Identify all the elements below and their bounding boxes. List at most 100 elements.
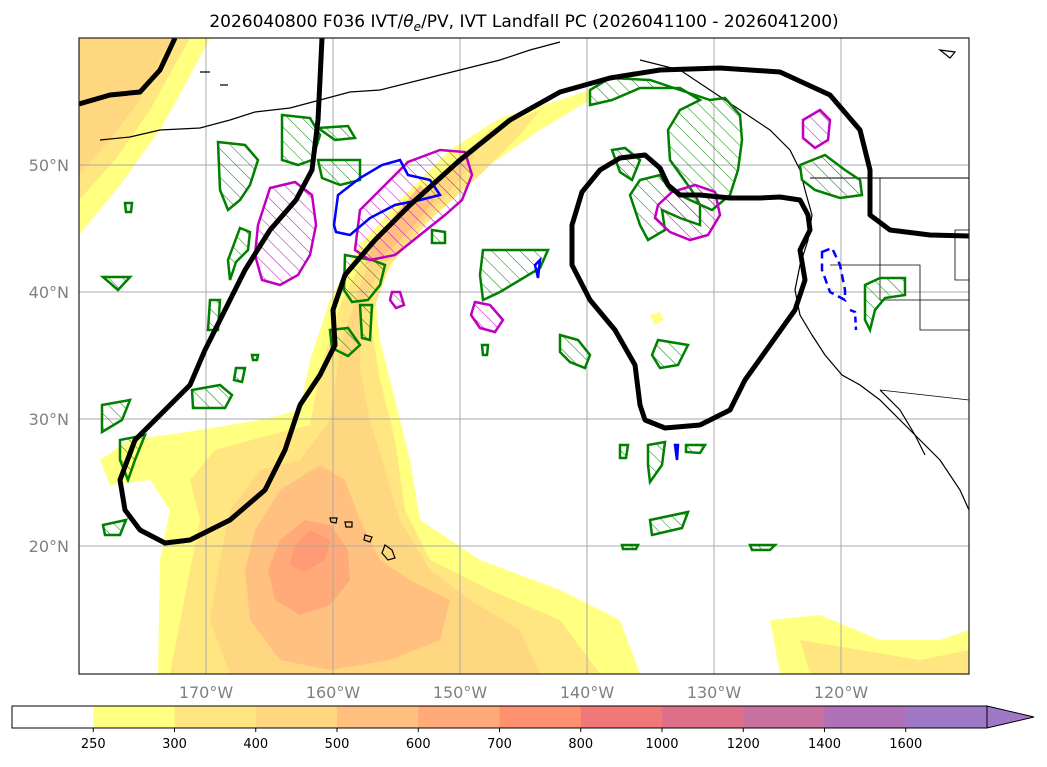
pv-contour-21 [684, 443, 708, 455]
pc-contour [79, 38, 969, 546]
colorbar-tick-label: 1000 [645, 737, 678, 752]
colorbar-tick-label: 1600 [889, 737, 922, 752]
pv-contour-10 [358, 303, 374, 342]
colorbar: 250 300 400 500 600 700 800 1000 1200 1400 1600 [11, 705, 1035, 752]
us-mexico-border [879, 389, 969, 401]
pv-contour-29 [620, 543, 641, 551]
blue-contours [332, 158, 858, 461]
pv-contour-9 [328, 326, 362, 358]
pv-contour-3 [314, 124, 358, 142]
colorbar-tick-label: 600 [406, 737, 431, 752]
colorbar-tick-label: 700 [487, 737, 512, 752]
bc-coast [794, 189, 969, 511]
aleutian-coast [99, 99, 321, 141]
ivt-ar-700 [290, 530, 330, 572]
theta-contour-3 [469, 300, 505, 334]
pv-contour-32 [250, 353, 260, 362]
lon-label-170w: 170°W [179, 683, 234, 702]
pv-contour-20 [646, 440, 667, 486]
theta-contour-1 [253, 180, 318, 287]
colorbar-tick-label: 500 [325, 737, 350, 752]
hawaii-island [381, 544, 396, 561]
colorbar-segment [418, 706, 500, 728]
blue-contour-1 [332, 158, 443, 237]
pc-contour-west [79, 38, 178, 107]
ivt-east-300 [800, 640, 969, 674]
pv-contour-13 [190, 383, 234, 410]
lon-label-120w: 120°W [814, 683, 869, 702]
alaska-south-coast [639, 59, 806, 191]
colorbar-segment [499, 706, 582, 728]
baja-coast [879, 389, 926, 456]
colorbar-segment [12, 706, 94, 728]
lat-label-30n: 30°N [29, 410, 69, 429]
ivt-small-250 [650, 312, 664, 325]
colorbar-segment [662, 706, 744, 728]
pv-contour-8 [478, 248, 550, 302]
pv-contour-1 [216, 140, 260, 213]
colorbar-segment [824, 706, 907, 728]
pv-contour-17 [101, 518, 129, 537]
colorbar-segment [93, 706, 175, 728]
pv-contour-30 [123, 201, 134, 214]
pv-contour-14 [232, 366, 247, 384]
colorbar-segment [174, 706, 257, 728]
map-frame [78, 37, 970, 675]
colorbar-tick-label: 800 [568, 737, 593, 752]
theta-contour-5 [653, 183, 722, 242]
lon-label-150w: 150°W [433, 683, 488, 702]
lat-label-40n: 40°N [29, 283, 69, 302]
blue-contour-3 [673, 443, 680, 461]
map-area [79, 38, 969, 674]
lat-label-20n: 20°N [29, 537, 69, 556]
colorbar-extend-arrow [986, 705, 1035, 729]
ivt-nw-plume-400 [79, 38, 172, 175]
pv-contour-4 [316, 158, 362, 187]
colorbar-segment [337, 706, 419, 728]
lon-label-160w: 160°W [306, 683, 361, 702]
colorbar-segment [255, 706, 338, 728]
pv-contour-15 [100, 398, 132, 435]
lon-label-140w: 140°W [560, 683, 615, 702]
colorbar-tick-label: 300 [162, 737, 187, 752]
islands-alaska [200, 49, 957, 86]
pv-contour-25 [798, 153, 864, 200]
pv-contour-27 [618, 443, 630, 460]
pc-contour-loop [569, 152, 813, 431]
pv-contour-5 [226, 226, 252, 281]
blue-dashed-1 [820, 246, 847, 303]
hawaii-oahu [344, 521, 353, 528]
us-state-border-3 [954, 229, 969, 281]
hawaii-maui [363, 534, 373, 543]
blue-dashed-2 [849, 308, 858, 331]
colorbar-tick-label: 1400 [808, 737, 841, 752]
pv-contour-31 [480, 343, 490, 357]
lon-labels: 170°W 160°W 150°W 140°W 130°W 120°W [179, 683, 869, 702]
lat-label-50n: 50°N [29, 156, 69, 175]
figure-title: 2026040800 F036 IVT/θe/PV, IVT Landfall … [209, 12, 838, 34]
colorbar-segment [905, 706, 988, 728]
lon-label-130w: 130°W [687, 683, 742, 702]
colorbar-tick-label: 250 [81, 737, 106, 752]
alaska-coast [319, 41, 561, 101]
pv-contour-26 [863, 276, 907, 334]
pv-contour-11 [99, 275, 133, 292]
pv-contour-22 [648, 510, 690, 537]
pc-contour-main [117, 38, 969, 546]
colorbar-segment [743, 706, 825, 728]
theta-contour-6 [801, 108, 832, 150]
pv-contour-18 [558, 333, 592, 370]
hawaii-kauai [329, 517, 338, 524]
ivt-shading [79, 38, 969, 674]
colorbar-segment [580, 706, 663, 728]
theta-contour-4 [388, 290, 406, 310]
blue-contour-2 [533, 256, 542, 279]
pv-contour-28 [748, 543, 779, 552]
colorbar-tick-label: 1200 [727, 737, 760, 752]
pv-contour-19 [650, 338, 690, 370]
lat-labels: 50°N 40°N 30°N 20°N [29, 156, 69, 556]
us-state-border-2 [830, 264, 969, 331]
pv-contour-7 [430, 228, 447, 245]
colorbar-tick-label: 400 [243, 737, 268, 752]
